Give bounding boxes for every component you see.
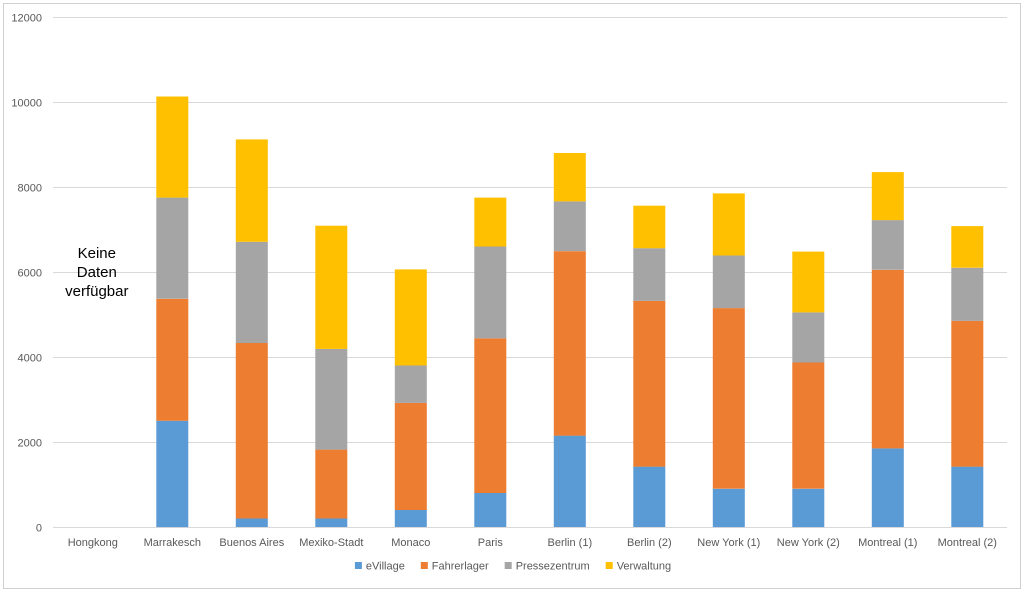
- bar-verwaltung-monaco: [394, 269, 427, 366]
- bar-evillage-montreal-2: [951, 466, 984, 527]
- bar-pressezentrum-mexiko-stadt: [315, 348, 348, 450]
- legend-label-verwaltung: Verwaltung: [617, 561, 671, 573]
- x-tick-label-berlin-1: Berlin (1): [547, 537, 592, 549]
- bar-evillage-new-york-2: [792, 488, 825, 528]
- bar-pressezentrum-monaco: [394, 365, 427, 403]
- x-tick-label-montreal-1: Montreal (1): [858, 537, 917, 549]
- bar-evillage-new-york-1: [712, 488, 745, 528]
- y-tick-label-2000: 2000: [18, 438, 42, 450]
- bar-fahrerlager-mexiko-stadt: [315, 449, 348, 519]
- y-tick-label-6000: 6000: [18, 268, 42, 280]
- bar-verwaltung-montreal-2: [951, 226, 984, 268]
- bar-pressezentrum-berlin-2: [633, 248, 666, 301]
- bars: [156, 96, 984, 528]
- bar-fahrerlager-berlin-1: [553, 251, 586, 436]
- bar-verwaltung-buenos-aires: [235, 139, 268, 242]
- annotation-line-2: Daten: [77, 264, 117, 281]
- y-tick-label-8000: 8000: [18, 183, 42, 195]
- bar-pressezentrum-new-york-1: [712, 255, 745, 309]
- bar-verwaltung-montreal-1: [871, 172, 904, 221]
- bar-verwaltung-paris: [474, 197, 507, 247]
- bar-pressezentrum-new-york-2: [792, 312, 825, 363]
- bar-fahrerlager-buenos-aires: [235, 343, 268, 519]
- x-tick-label-berlin-2: Berlin (2): [627, 537, 672, 549]
- x-tick-label-marrakesch: Marrakesch: [144, 537, 201, 549]
- bar-verwaltung-berlin-2: [633, 205, 666, 249]
- x-tick-label-mexiko-stadt: Mexiko-Stadt: [299, 537, 363, 549]
- x-tick-label-montreal-2: Montreal (2): [938, 537, 997, 549]
- bar-verwaltung-mexiko-stadt: [315, 225, 348, 349]
- x-tick-label-monaco: Monaco: [391, 537, 430, 549]
- x-axis-tick-labels: Hongkong Marrakesch Buenos Aires Mexiko-Sta…: [68, 537, 997, 549]
- legend-label-evillage: eVillage: [366, 561, 405, 573]
- bar-evillage-mexiko-stadt: [315, 518, 348, 527]
- x-tick-label-new-york-2: New York (2): [777, 537, 840, 549]
- bar-fahrerlager-new-york-1: [712, 308, 745, 489]
- bar-fahrerlager-paris: [474, 338, 507, 493]
- bar-fahrerlager-marrakesch: [156, 298, 189, 421]
- bar-verwaltung-new-york-1: [712, 193, 745, 256]
- y-tick-label-10000: 10000: [11, 98, 42, 110]
- bar-pressezentrum-berlin-1: [553, 201, 586, 252]
- y-tick-label-4000: 4000: [18, 353, 42, 365]
- x-tick-label-new-york-1: New York (1): [697, 537, 760, 549]
- bar-pressezentrum-montreal-1: [871, 220, 904, 270]
- bar-evillage-berlin-2: [633, 466, 666, 527]
- bar-fahrerlager-montreal-2: [951, 320, 984, 467]
- legend-swatch-pressezentrum: [504, 562, 512, 569]
- bar-fahrerlager-new-york-2: [792, 362, 825, 489]
- annotation-line-1: Keine: [78, 245, 116, 262]
- bar-evillage-paris: [474, 493, 507, 527]
- x-tick-label-hongkong: Hongkong: [68, 537, 118, 549]
- legend-swatch-verwaltung: [605, 562, 613, 569]
- bar-pressezentrum-paris: [474, 246, 507, 339]
- bar-evillage-monaco: [394, 510, 427, 527]
- gridlines: [53, 17, 1007, 528]
- legend-label-pressezentrum: Pressezentrum: [516, 561, 590, 573]
- bar-verwaltung-marrakesch: [156, 96, 189, 198]
- bar-evillage-berlin-1: [553, 435, 586, 527]
- annotation: Keine Daten verfügbar: [65, 245, 128, 300]
- legend-swatch-evillage: [354, 562, 362, 569]
- bar-evillage-montreal-1: [871, 448, 904, 527]
- bar-evillage-buenos-aires: [235, 518, 268, 527]
- y-tick-label-0: 0: [36, 523, 42, 535]
- bar-verwaltung-new-york-2: [792, 251, 825, 313]
- bar-pressezentrum-buenos-aires: [235, 241, 268, 343]
- x-tick-label-paris: Paris: [478, 537, 504, 549]
- legend-swatch-fahrerlager: [420, 562, 428, 569]
- bar-evillage-marrakesch: [156, 420, 189, 528]
- y-axis-tick-labels: 0 2000 4000 6000 8000 10000 12000: [11, 13, 42, 535]
- legend: eVillage Fahrerlager Pressezentrum Verwaltu…: [354, 561, 671, 573]
- bar-verwaltung-berlin-1: [553, 153, 586, 202]
- bar-pressezentrum-marrakesch: [156, 197, 189, 299]
- bar-fahrerlager-monaco: [394, 402, 427, 510]
- y-tick-label-12000: 12000: [11, 13, 42, 25]
- bar-fahrerlager-berlin-2: [633, 300, 666, 467]
- legend-label-fahrerlager: Fahrerlager: [432, 561, 489, 573]
- bar-pressezentrum-montreal-2: [951, 267, 984, 321]
- bar-fahrerlager-montreal-1: [871, 269, 904, 449]
- x-tick-label-buenos-aires: Buenos Aires: [219, 537, 284, 549]
- annotation-line-3: verfügbar: [65, 283, 128, 300]
